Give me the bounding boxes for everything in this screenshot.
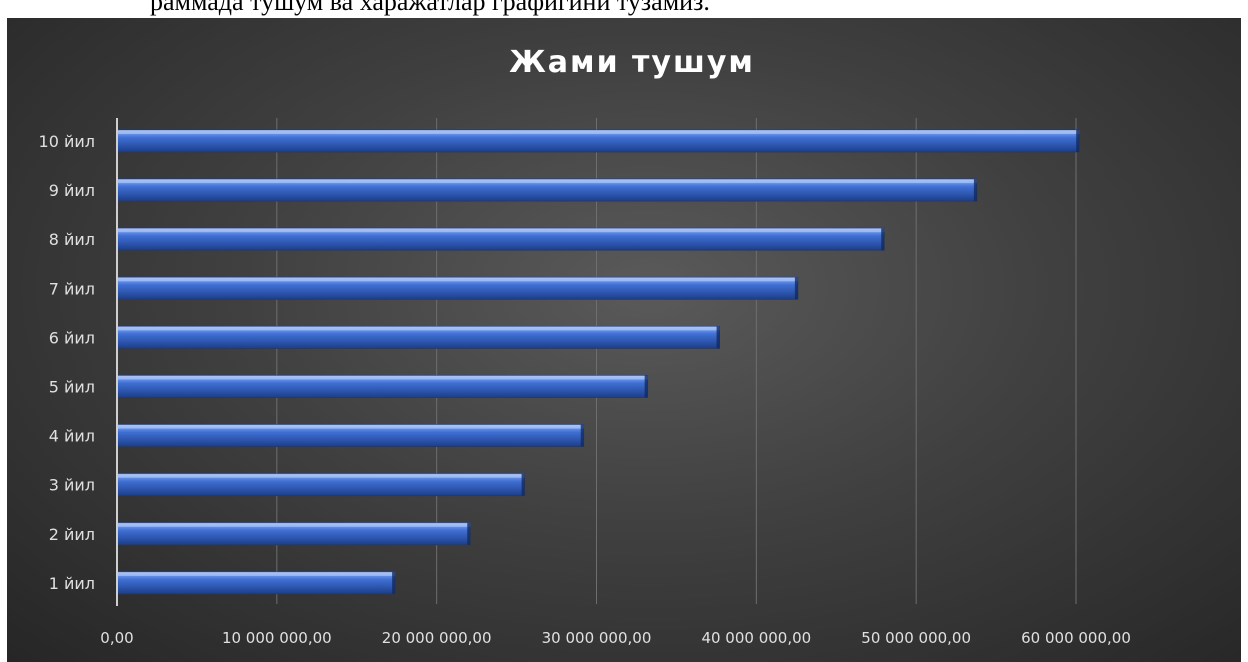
bar-highlight — [117, 522, 471, 527]
x-tick-label: 20 000 000,00 — [382, 629, 492, 647]
chart-panel: Жами тушум 1 йил 2 йил 3 йил 4 йил 5 йил 6 йи… — [7, 18, 1241, 662]
x-tick-label: 60 000 000,00 — [1021, 629, 1131, 647]
bar-edge — [467, 522, 471, 545]
category-labels: 1 йил 2 йил 3 йил 4 йил 5 йил 6 йил 7 йил 8 йил… — [39, 132, 95, 593]
bar-highlight — [117, 326, 720, 331]
category-label: 8 йил — [49, 230, 95, 249]
category-label: 10 йил — [39, 132, 95, 151]
category-label: 5 йил — [49, 378, 95, 397]
bar-group — [116, 325, 720, 349]
bar-edge — [521, 473, 525, 496]
bar-edge — [794, 277, 798, 300]
bar-edge — [392, 571, 396, 594]
bar-group — [116, 129, 1080, 153]
bar-edge — [644, 375, 648, 398]
category-label: 9 йил — [49, 181, 95, 200]
x-tick-label: 50 000 000,00 — [861, 629, 971, 647]
bar-edge — [716, 326, 720, 349]
cut-off-document-text: раммада тушум ва харажатлар графигини ту… — [150, 0, 710, 16]
bar-group — [116, 276, 799, 300]
bar-highlight — [117, 424, 584, 429]
bar-highlight — [117, 179, 977, 184]
bar-highlight — [117, 473, 525, 478]
bar-edge — [1076, 130, 1080, 152]
bar-group — [116, 424, 585, 448]
bar-highlight — [117, 228, 885, 233]
bar-group — [116, 571, 396, 595]
category-label: 4 йил — [49, 427, 95, 446]
x-tick-label: 10 000 000,00 — [222, 629, 332, 647]
bar-group — [116, 375, 649, 398]
category-label: 3 йил — [49, 476, 95, 495]
category-label: 1 йил — [49, 574, 95, 593]
bar-group — [116, 473, 525, 497]
x-tick-label: 40 000 000,00 — [701, 629, 811, 647]
bar-group — [116, 522, 471, 546]
bar-group — [116, 227, 885, 251]
bars — [116, 129, 1080, 595]
chart-title: Жами тушум — [509, 45, 755, 80]
bar-edge — [881, 228, 885, 251]
bar-highlight — [117, 571, 396, 576]
category-label: 6 йил — [49, 328, 95, 347]
cut-off-text-strip: раммада тушум ва харажатлар графигини ту… — [0, 0, 1248, 18]
bar-highlight — [117, 375, 648, 380]
bar-highlight — [117, 277, 798, 282]
bar-group — [116, 178, 978, 202]
tick-labels: 0,00 10 000 000,00 20 000 000,00 30 000 000… — [100, 629, 1131, 647]
bar-edge — [580, 424, 584, 447]
bar-chart: Жами тушум 1 йил 2 йил 3 йил 4 йил 5 йил 6 йи… — [39, 45, 1131, 647]
bar-edge — [973, 179, 977, 202]
category-label: 7 йил — [49, 279, 95, 298]
x-tick-label: 0,00 — [100, 629, 133, 647]
bar-highlight — [117, 130, 1080, 134]
x-tick-label: 30 000 000,00 — [542, 629, 652, 647]
category-label: 2 йил — [49, 525, 95, 544]
